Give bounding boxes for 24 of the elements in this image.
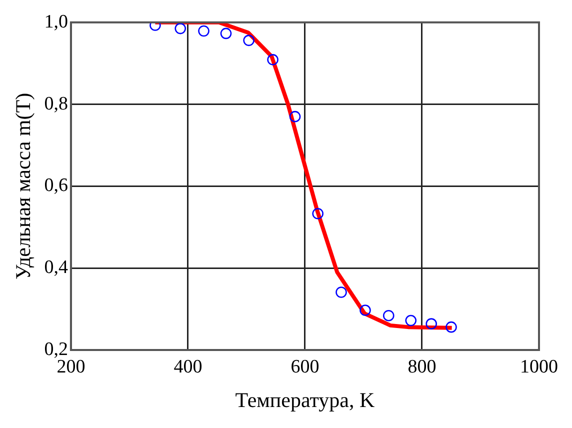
point: [220, 28, 232, 40]
point: [174, 22, 186, 34]
point: [150, 22, 161, 31]
y-tick-label: 0,6: [44, 175, 68, 196]
point: [446, 321, 457, 333]
y-axis-title: Удельная масса m(T): [11, 92, 36, 280]
x-axis-title: Температура, K: [235, 388, 375, 412]
x-tick-label: 600: [290, 356, 320, 378]
point: [198, 25, 210, 37]
y-tick-label: 0,8: [44, 93, 68, 114]
point: [382, 310, 394, 322]
x-tick-label: 1000: [520, 356, 558, 378]
point: [267, 54, 278, 66]
y-tick-label: 1,0: [44, 11, 68, 32]
point: [336, 286, 347, 298]
point: [426, 318, 437, 330]
point: [360, 304, 371, 316]
x-tick-label: 400: [174, 356, 202, 378]
point: [405, 314, 417, 326]
y-tick-label: 0,4: [44, 257, 68, 278]
point: [312, 208, 324, 220]
point: [289, 110, 301, 122]
point: [243, 34, 254, 46]
x-tick-label: 800: [408, 356, 436, 378]
